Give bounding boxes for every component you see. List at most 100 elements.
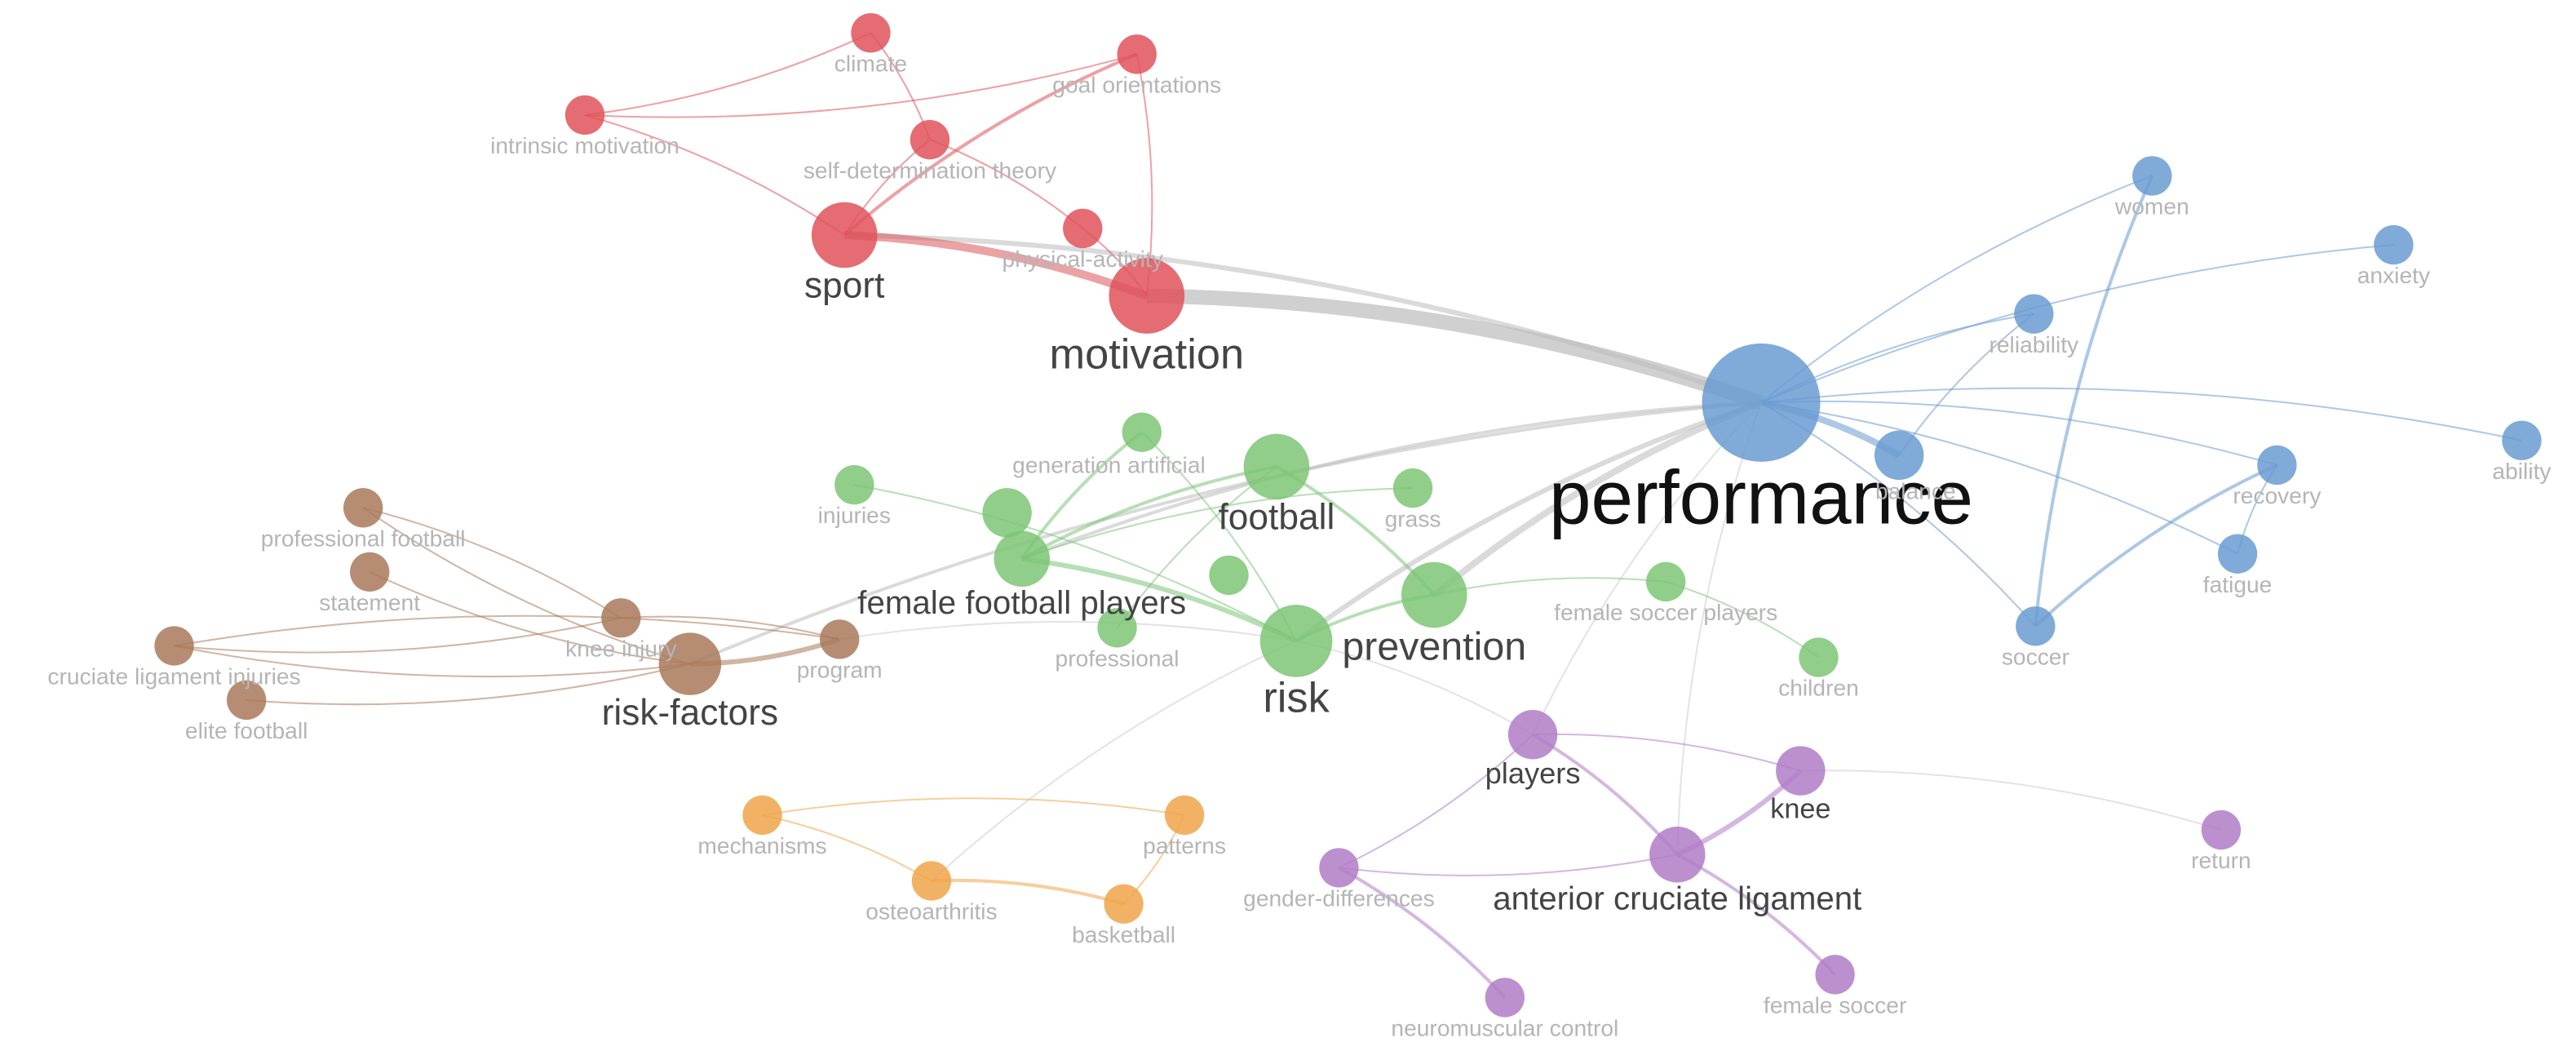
node-label: grass — [1385, 505, 1441, 531]
edge — [246, 663, 691, 706]
edge — [1760, 401, 2238, 555]
node-label: soccer — [2002, 643, 2069, 669]
node — [742, 795, 782, 836]
node-label: return — [2191, 847, 2251, 873]
node — [1319, 848, 1359, 888]
labels: climate goal orientations intrinsic motiva… — [47, 50, 2552, 1040]
node-label: women — [2114, 193, 2189, 220]
node — [2217, 534, 2258, 574]
node-label: motivation — [1049, 330, 1244, 378]
edge — [174, 617, 622, 654]
node-label: female soccer — [1764, 991, 1906, 1018]
node-label: knee — [1770, 794, 1830, 825]
edge — [1338, 866, 1507, 999]
node — [1243, 433, 1310, 500]
node-label: elite football — [185, 717, 308, 743]
edge — [1676, 402, 1762, 855]
node-label: self-determination theory — [803, 157, 1057, 183]
node-label: fatigue — [2203, 571, 2273, 597]
edge — [843, 52, 1138, 237]
node-label: anterior cruciate ligament — [1493, 880, 1861, 916]
node-label: performance — [1549, 455, 1973, 539]
node-label: generation artificial — [1012, 451, 1206, 477]
nodes — [154, 13, 2542, 1018]
node — [1799, 637, 1839, 677]
edge — [1760, 387, 2522, 441]
edge — [1339, 854, 1678, 876]
edge — [362, 507, 622, 619]
node — [1874, 430, 1924, 481]
edge — [174, 645, 691, 678]
node — [1259, 605, 1333, 677]
edge — [839, 621, 1297, 642]
node-label: statement — [319, 589, 420, 615]
edge — [929, 139, 1083, 229]
node — [343, 488, 383, 528]
node-label: patterns — [1143, 832, 1226, 858]
node — [1649, 827, 1706, 883]
node — [1815, 955, 1855, 995]
edge — [1760, 400, 2277, 466]
node — [2132, 156, 2172, 196]
node — [1097, 608, 1137, 648]
edge — [2034, 175, 2154, 627]
node-label: injuries — [818, 502, 891, 528]
edge — [1339, 734, 1534, 869]
node — [910, 120, 950, 160]
node-label: prevention — [1342, 625, 1526, 669]
node — [851, 13, 891, 53]
node-label: physical-activity — [1003, 246, 1164, 272]
node-label: gender-differences — [1243, 885, 1435, 911]
edge — [584, 32, 871, 116]
node-label: knee injury — [565, 635, 677, 661]
edge — [1020, 464, 1277, 561]
node — [1104, 884, 1144, 924]
node — [2374, 224, 2414, 265]
edge — [1021, 556, 1298, 644]
edge — [1021, 401, 1762, 561]
edge — [1760, 244, 2394, 404]
node — [601, 598, 641, 638]
node — [1209, 555, 1249, 596]
node — [994, 530, 1050, 587]
node-label: football — [1218, 497, 1334, 537]
edge — [584, 53, 1137, 118]
edge — [369, 570, 691, 665]
node — [982, 488, 1032, 538]
node — [1122, 412, 1162, 452]
node-label: basketball — [1072, 921, 1175, 947]
node-label: climate — [834, 50, 907, 76]
node — [1646, 561, 1686, 602]
node-label: players — [1485, 756, 1581, 790]
edge — [844, 232, 1763, 406]
node — [1164, 795, 1205, 836]
edge — [174, 614, 840, 647]
node — [1401, 561, 1467, 628]
edge — [1295, 400, 1762, 643]
edge — [762, 814, 932, 882]
edge — [621, 615, 840, 641]
edge — [584, 114, 845, 236]
node-label: balance — [1875, 478, 1956, 504]
node — [1485, 978, 1525, 1018]
node-label: children — [1778, 675, 1859, 701]
node-label: professional football — [261, 525, 466, 551]
node-label: recovery — [2233, 482, 2321, 508]
edge — [1021, 487, 1414, 560]
node-label: osteoarthritis — [865, 898, 997, 925]
node — [564, 95, 605, 135]
node — [1507, 710, 1558, 760]
node — [2016, 606, 2056, 646]
node — [811, 202, 878, 268]
node — [658, 632, 722, 695]
edge — [931, 640, 1297, 882]
node-label: goal orientations — [1052, 72, 1221, 98]
node — [834, 464, 874, 505]
node — [1063, 208, 1103, 249]
node — [1702, 343, 1821, 462]
node-label: risk-factors — [602, 693, 779, 733]
edge — [1800, 769, 2222, 832]
edge — [2034, 463, 2278, 628]
node — [1109, 258, 1185, 334]
